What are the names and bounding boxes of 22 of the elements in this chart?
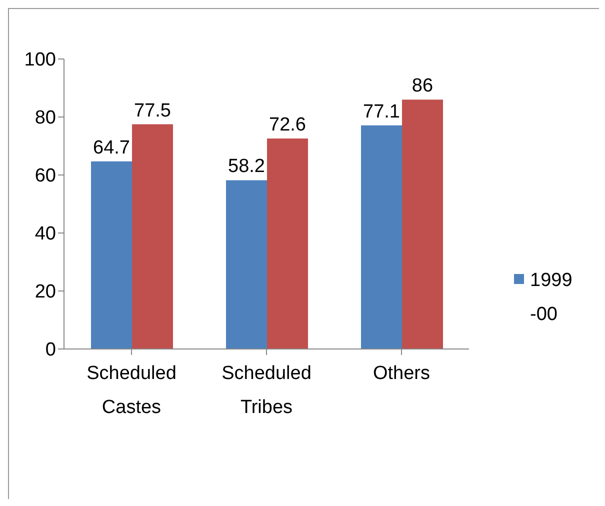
x-tick-label: Scheduled Tribes <box>222 363 312 418</box>
bar <box>402 100 443 349</box>
data-label: 86 <box>412 76 434 97</box>
bar <box>91 161 132 349</box>
data-label: 64.7 <box>93 137 130 158</box>
data-label: 77.5 <box>134 100 171 122</box>
y-tick-label: 20 <box>34 282 56 303</box>
y-tick-label: 100 <box>24 50 56 71</box>
bar <box>267 138 308 349</box>
data-label: 72.6 <box>269 114 306 136</box>
y-tick-label: 80 <box>34 108 56 129</box>
bar <box>226 180 267 349</box>
bar <box>132 124 173 349</box>
x-tick-label: Others <box>372 363 430 384</box>
bar <box>361 125 402 349</box>
y-tick-label: 0 <box>45 340 56 361</box>
data-label: 77.1 <box>363 101 400 122</box>
legend-label: 1999-00 <box>530 269 574 327</box>
data-label: 58.2 <box>228 156 265 178</box>
y-tick-label: 40 <box>34 224 56 245</box>
x-tick-label: Scheduled Castes <box>86 363 176 418</box>
y-tick-label: 60 <box>34 166 56 187</box>
